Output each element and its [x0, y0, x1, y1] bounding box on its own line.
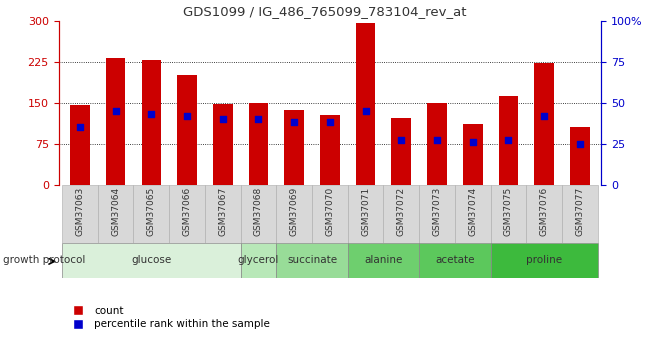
Bar: [356, 23, 376, 185]
Bar: [106, 58, 125, 185]
Point: [146, 111, 157, 117]
Text: GSM37063: GSM37063: [75, 186, 84, 236]
Bar: [240, 243, 276, 278]
Bar: [499, 96, 518, 185]
Bar: [455, 185, 491, 243]
Text: acetate: acetate: [435, 256, 474, 265]
Bar: [463, 125, 482, 185]
Text: GSM37076: GSM37076: [540, 186, 549, 236]
Bar: [205, 185, 240, 243]
Bar: [240, 185, 276, 243]
Text: alanine: alanine: [364, 256, 402, 265]
Point: [396, 138, 406, 143]
Text: growth protocol: growth protocol: [3, 256, 86, 265]
Bar: [142, 60, 161, 185]
Bar: [98, 185, 133, 243]
Point: [75, 125, 85, 130]
Point: [254, 116, 264, 122]
Bar: [169, 185, 205, 243]
Text: glycerol: glycerol: [238, 256, 279, 265]
Text: glucose: glucose: [131, 256, 172, 265]
Point: [360, 108, 370, 114]
Bar: [213, 104, 233, 185]
Point: [539, 113, 549, 119]
Bar: [562, 185, 598, 243]
Text: GSM37065: GSM37065: [147, 186, 156, 236]
Text: GSM37069: GSM37069: [290, 186, 298, 236]
Bar: [62, 185, 98, 243]
Bar: [391, 118, 411, 185]
Bar: [419, 185, 455, 243]
Bar: [348, 185, 383, 243]
Text: succinate: succinate: [287, 256, 337, 265]
Text: GSM37077: GSM37077: [575, 186, 584, 236]
Point: [467, 139, 478, 145]
Bar: [62, 243, 241, 278]
Bar: [384, 185, 419, 243]
Bar: [320, 115, 340, 185]
Text: GSM37071: GSM37071: [361, 186, 370, 236]
Bar: [312, 185, 348, 243]
Bar: [348, 243, 419, 278]
Text: GSM37074: GSM37074: [468, 186, 477, 236]
Text: GSM37073: GSM37073: [432, 186, 441, 236]
Bar: [276, 185, 312, 243]
Point: [324, 120, 335, 125]
Text: GDS1099 / IG_486_765099_783104_rev_at: GDS1099 / IG_486_765099_783104_rev_at: [183, 5, 467, 18]
Point: [111, 108, 121, 114]
Text: GSM37068: GSM37068: [254, 186, 263, 236]
Bar: [419, 243, 491, 278]
Bar: [570, 127, 590, 185]
Text: GSM37075: GSM37075: [504, 186, 513, 236]
Point: [432, 138, 442, 143]
Point: [218, 116, 228, 122]
Bar: [427, 103, 447, 185]
Bar: [526, 185, 562, 243]
Bar: [491, 243, 598, 278]
Text: GSM37067: GSM37067: [218, 186, 227, 236]
Point: [503, 138, 514, 143]
Bar: [276, 243, 348, 278]
Text: proline: proline: [526, 256, 562, 265]
Bar: [177, 75, 197, 185]
Legend: count, percentile rank within the sample: count, percentile rank within the sample: [64, 302, 274, 333]
Bar: [249, 103, 268, 185]
Point: [182, 113, 192, 119]
Bar: [70, 105, 90, 185]
Text: GSM37064: GSM37064: [111, 186, 120, 236]
Bar: [491, 185, 526, 243]
Bar: [133, 185, 169, 243]
Point: [575, 141, 585, 146]
Bar: [534, 63, 554, 185]
Point: [289, 120, 300, 125]
Text: GSM37070: GSM37070: [326, 186, 334, 236]
Bar: [284, 110, 304, 185]
Text: GSM37066: GSM37066: [183, 186, 192, 236]
Text: GSM37072: GSM37072: [396, 186, 406, 236]
